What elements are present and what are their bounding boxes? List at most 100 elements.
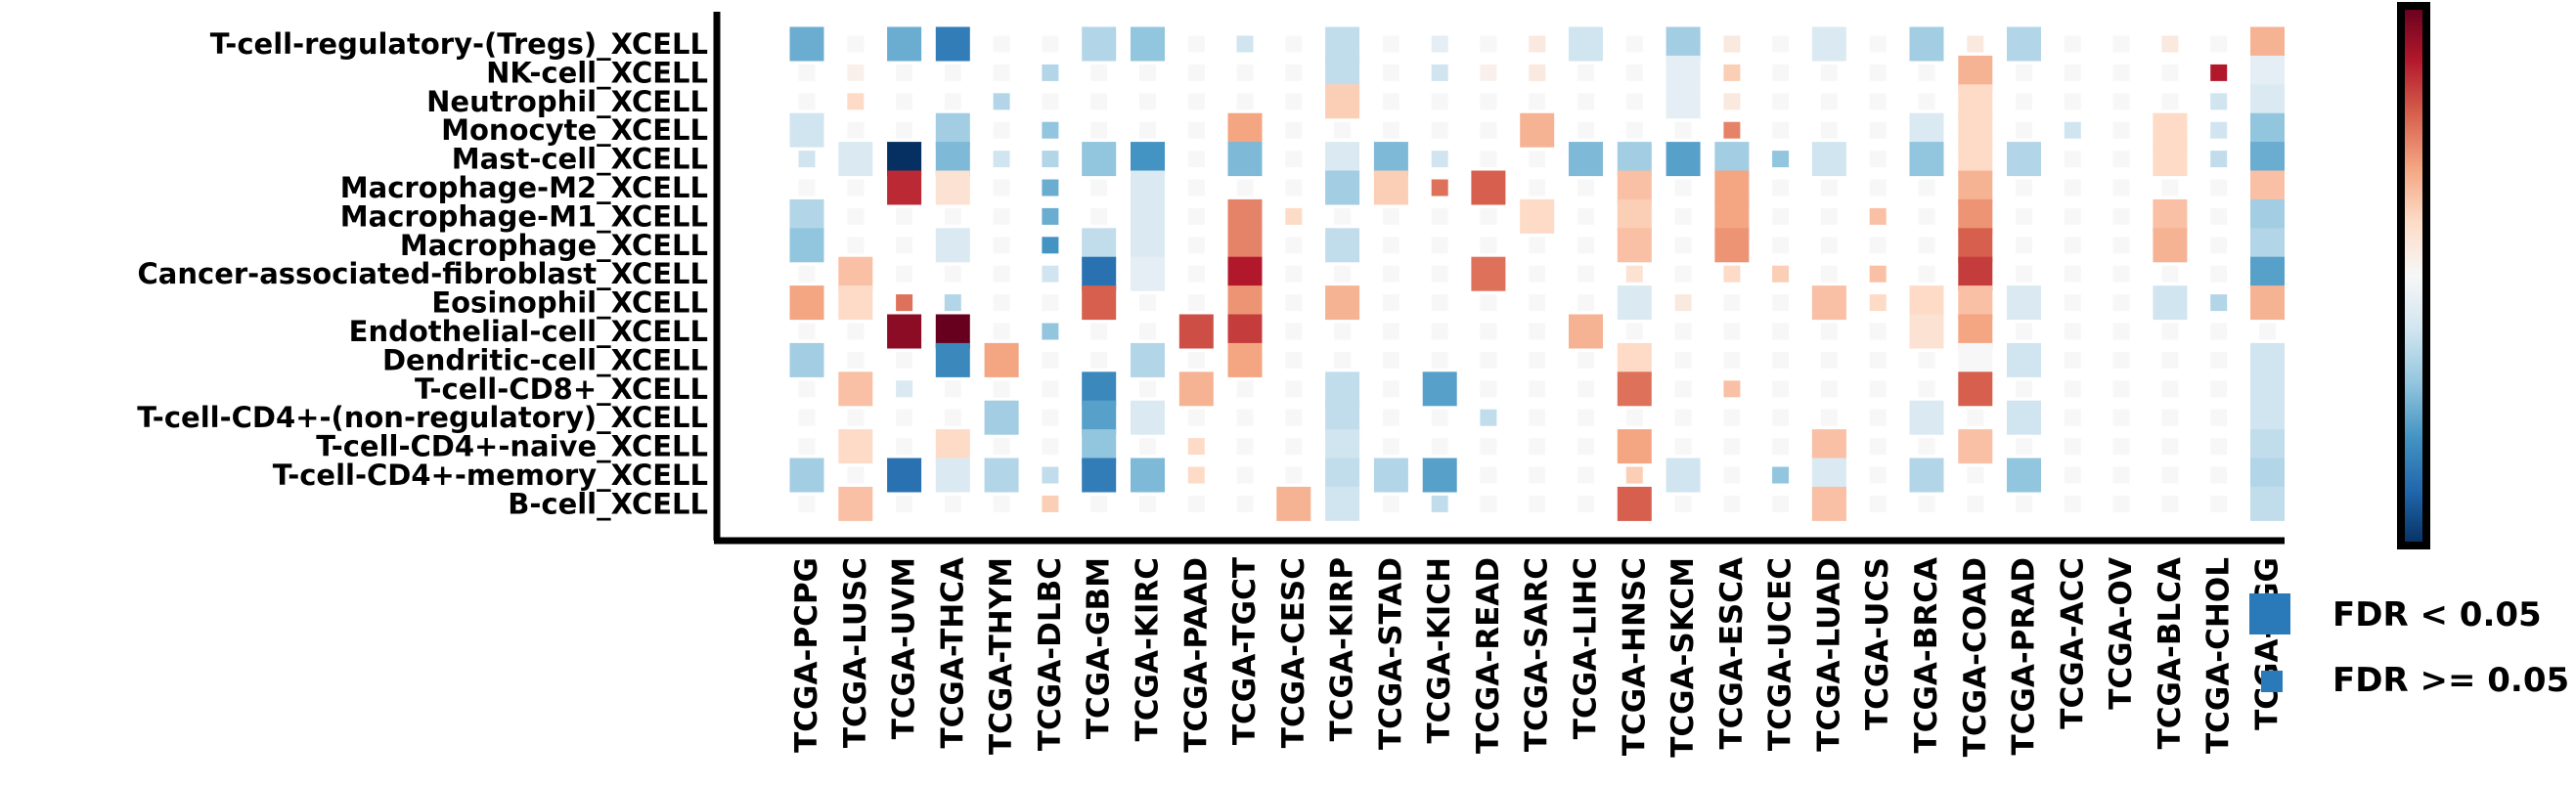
heatmap-cell-endothelial-cell-xcell-tcga-tgct bbox=[1227, 314, 1263, 349]
heatmap-cell-nk-cell-xcell-tcga-kich bbox=[1431, 64, 1448, 81]
heatmap-cell-macrophage-m2-xcell-tcga-brca bbox=[1918, 179, 1935, 197]
heatmap-cell-nk-cell-xcell-tcga-read bbox=[1480, 64, 1497, 81]
heatmap-cell-macrophage-xcell-tcga-lusc bbox=[847, 237, 865, 254]
heatmap-cell-dendritic-cell-xcell-tcga-dlbc bbox=[1042, 351, 1059, 369]
heatmap-cell-endothelial-cell-xcell-tcga-kirp bbox=[1334, 323, 1352, 340]
legend-marker-not-significant bbox=[2261, 671, 2283, 692]
heatmap-cell-t-cell-cd4-memory-xcell-tcga-acc bbox=[2064, 466, 2081, 484]
heatmap-cell-dendritic-cell-xcell-tcga-sarc bbox=[1529, 351, 1546, 369]
heatmap-cell-macrophage-xcell-tcga-ov bbox=[2112, 237, 2130, 254]
column-label-tcga-tgct: TCGA-TGCT bbox=[1227, 557, 1263, 745]
heatmap-cell-t-cell-cd8-xcell-tcga-ov bbox=[2112, 380, 2130, 398]
heatmap-cell-t-cell-regulatory-tregs-xcell-tcga-kirp bbox=[1325, 26, 1360, 62]
heatmap-cell-t-cell-cd4-naive-xcell-tcga-gbm bbox=[1082, 429, 1117, 464]
heatmap-cell-macrophage-xcell-tcga-skcm bbox=[1674, 237, 1692, 254]
heatmap-cell-endothelial-cell-xcell-tcga-pcpg bbox=[798, 323, 816, 340]
heatmap-cell-t-cell-regulatory-tregs-xcell-tcga-sarc bbox=[1529, 35, 1546, 53]
heatmap-cell-neutrophil-xcell-tcga-brca bbox=[1918, 93, 1935, 110]
heatmap-cell-macrophage-xcell-tcga-chol bbox=[2210, 237, 2228, 254]
heatmap-cell-mast-cell-xcell-tcga-skcm bbox=[1666, 142, 1701, 177]
heatmap-cell-t-cell-cd8-xcell-tcga-thca bbox=[944, 380, 961, 398]
heatmap-cell-b-cell-xcell-tcga-thym bbox=[993, 495, 1010, 512]
heatmap-cells bbox=[789, 26, 2285, 521]
heatmap-cell-monocyte-xcell-tcga-tgct bbox=[1227, 112, 1263, 148]
heatmap-cell-nk-cell-xcell-tcga-brca bbox=[1918, 64, 1935, 81]
heatmap-cell-eosinophil-xcell-tcga-chol bbox=[2210, 294, 2228, 312]
legend-marker-significant bbox=[2249, 593, 2290, 634]
heatmap-cell-nk-cell-xcell-tcga-lusc bbox=[847, 64, 865, 81]
heatmap-cell-endothelial-cell-xcell-tcga-lusc bbox=[847, 323, 865, 340]
heatmap-cell-t-cell-cd8-xcell-tcga-hnsc bbox=[1617, 372, 1652, 407]
heatmap-cell-macrophage-xcell-tcga-tgct bbox=[1227, 228, 1263, 263]
heatmap-cell-b-cell-xcell-tcga-kirp bbox=[1325, 486, 1360, 521]
heatmap-cell-t-cell-cd4-naive-xcell-tcga-read bbox=[1480, 438, 1497, 456]
heatmap-cell-t-cell-cd8-xcell-tcga-luad bbox=[1820, 380, 1838, 398]
heatmap-cell-dendritic-cell-xcell-tcga-ucs bbox=[1869, 351, 1887, 369]
heatmap-cell-dendritic-cell-xcell-tcga-lihc bbox=[1577, 351, 1594, 369]
heatmap-cell-t-cell-cd8-xcell-tcga-blca bbox=[2161, 380, 2179, 398]
column-label-tcga-thca: TCGA-THCA bbox=[935, 557, 970, 748]
heatmap-cell-eosinophil-xcell-tcga-lusc bbox=[838, 285, 873, 321]
heatmap-cell-nk-cell-xcell-tcga-tgct bbox=[1236, 64, 1254, 81]
column-label-tcga-prad: TCGA-PRAD bbox=[2007, 557, 2042, 756]
heatmap-cell-mast-cell-xcell-tcga-paad bbox=[1187, 151, 1205, 168]
heatmap-cell-macrophage-m2-xcell-tcga-ucs bbox=[1869, 179, 1887, 197]
heatmap-cell-b-cell-xcell-tcga-thca bbox=[944, 495, 961, 512]
column-label-tcga-paad: TCGA-PAAD bbox=[1178, 557, 1214, 753]
heatmap-cell-cancer-associated-fibroblast-xcell-tcga-coad bbox=[1958, 256, 1993, 291]
heatmap-cell-mast-cell-xcell-tcga-dlbc bbox=[1042, 151, 1059, 168]
heatmap-cell-t-cell-cd8-xcell-tcga-acc bbox=[2064, 380, 2081, 398]
heatmap-cell-dendritic-cell-xcell-tcga-stad bbox=[1382, 351, 1399, 369]
heatmap-cell-t-cell-regulatory-tregs-xcell-tcga-lgg bbox=[2250, 26, 2285, 62]
heatmap-cell-neutrophil-xcell-tcga-skcm bbox=[1666, 84, 1701, 119]
heatmap-cell-b-cell-xcell-tcga-lgg bbox=[2250, 486, 2285, 521]
column-label-tcga-sarc: TCGA-SARC bbox=[1520, 557, 1555, 752]
heatmap-cell-t-cell-cd8-xcell-tcga-ucec bbox=[1772, 380, 1790, 398]
heatmap-cell-macrophage-m1-xcell-tcga-kich bbox=[1431, 207, 1448, 225]
heatmap-cell-macrophage-xcell-tcga-read bbox=[1480, 237, 1497, 254]
heatmap-cell-macrophage-m1-xcell-tcga-skcm bbox=[1674, 207, 1692, 225]
heatmap-cell-monocyte-xcell-tcga-paad bbox=[1187, 121, 1205, 139]
heatmap-cell-macrophage-m1-xcell-tcga-cesc bbox=[1285, 207, 1303, 225]
heatmap-cell-nk-cell-xcell-tcga-ov bbox=[2112, 64, 2130, 81]
heatmap-cell-dendritic-cell-xcell-tcga-esca bbox=[1723, 351, 1741, 369]
heatmap-cell-macrophage-m2-xcell-tcga-paad bbox=[1187, 179, 1205, 197]
heatmap-cell-t-cell-cd4-naive-xcell-tcga-esca bbox=[1723, 438, 1741, 456]
heatmap-cell-cancer-associated-fibroblast-xcell-tcga-kirc bbox=[1131, 256, 1165, 291]
heatmap-cell-nk-cell-xcell-tcga-kirp bbox=[1325, 55, 1360, 90]
heatmap-cell-mast-cell-xcell-tcga-esca bbox=[1714, 142, 1750, 177]
heatmap-cell-nk-cell-xcell-tcga-sarc bbox=[1529, 64, 1546, 81]
heatmap-cell-dendritic-cell-xcell-tcga-kich bbox=[1431, 351, 1448, 369]
heatmap-cell-macrophage-m1-xcell-tcga-prad bbox=[2016, 207, 2032, 225]
heatmap-cell-t-cell-cd4-naive-xcell-tcga-paad bbox=[1187, 438, 1205, 456]
heatmap-cell-macrophage-xcell-tcga-kirc bbox=[1131, 228, 1165, 263]
heatmap-cell-eosinophil-xcell-tcga-hnsc bbox=[1617, 285, 1652, 321]
heatmap-cell-eosinophil-xcell-tcga-kirc bbox=[1139, 294, 1156, 312]
heatmap-cell-macrophage-m2-xcell-tcga-acc bbox=[2064, 179, 2081, 197]
heatmap-cell-t-cell-cd4-memory-xcell-tcga-stad bbox=[1373, 458, 1408, 493]
heatmap-cell-macrophage-m2-xcell-tcga-kirc bbox=[1131, 170, 1165, 205]
row-label-neutrophil-xcell: Neutrophil_XCELL bbox=[426, 85, 708, 118]
heatmap-cell-t-cell-cd4-memory-xcell-tcga-tgct bbox=[1236, 466, 1254, 484]
heatmap-cell-macrophage-m2-xcell-tcga-esca bbox=[1714, 170, 1750, 205]
column-label-tcga-ucs: TCGA-UCS bbox=[1860, 557, 1895, 730]
heatmap-cell-macrophage-m1-xcell-tcga-paad bbox=[1187, 207, 1205, 225]
heatmap-cell-macrophage-m1-xcell-tcga-kirp bbox=[1334, 207, 1352, 225]
heatmap-cell-cancer-associated-fibroblast-xcell-tcga-read bbox=[1471, 256, 1506, 291]
heatmap-cell-mast-cell-xcell-tcga-acc bbox=[2064, 151, 2081, 168]
heatmap-cell-t-cell-cd8-xcell-tcga-brca bbox=[1918, 380, 1935, 398]
colorbar bbox=[2397, 2, 2430, 549]
heatmap-cell-neutrophil-xcell-tcga-esca bbox=[1723, 93, 1741, 110]
heatmap-cell-mast-cell-xcell-tcga-tgct bbox=[1227, 142, 1263, 177]
heatmap-cell-cancer-associated-fibroblast-xcell-tcga-acc bbox=[2064, 265, 2081, 283]
column-label-tcga-dlbc: TCGA-DLBC bbox=[1033, 557, 1068, 751]
heatmap-cell-mast-cell-xcell-tcga-stad bbox=[1373, 142, 1408, 177]
heatmap-cell-cancer-associated-fibroblast-xcell-tcga-thym bbox=[993, 265, 1010, 283]
heatmap-cell-b-cell-xcell-tcga-ucs bbox=[1869, 495, 1887, 512]
heatmap-cell-t-cell-cd4-naive-xcell-tcga-uvm bbox=[896, 438, 913, 456]
row-label-macrophage-xcell: Macrophage_XCELL bbox=[400, 229, 708, 262]
heatmap-cell-dendritic-cell-xcell-tcga-coad bbox=[1958, 342, 1993, 377]
column-label-tcga-uvm: TCGA-UVM bbox=[887, 557, 922, 739]
heatmap-cell-t-cell-regulatory-tregs-xcell-tcga-luad bbox=[1811, 26, 1846, 62]
heatmap-cell-nk-cell-xcell-tcga-uvm bbox=[896, 64, 913, 81]
